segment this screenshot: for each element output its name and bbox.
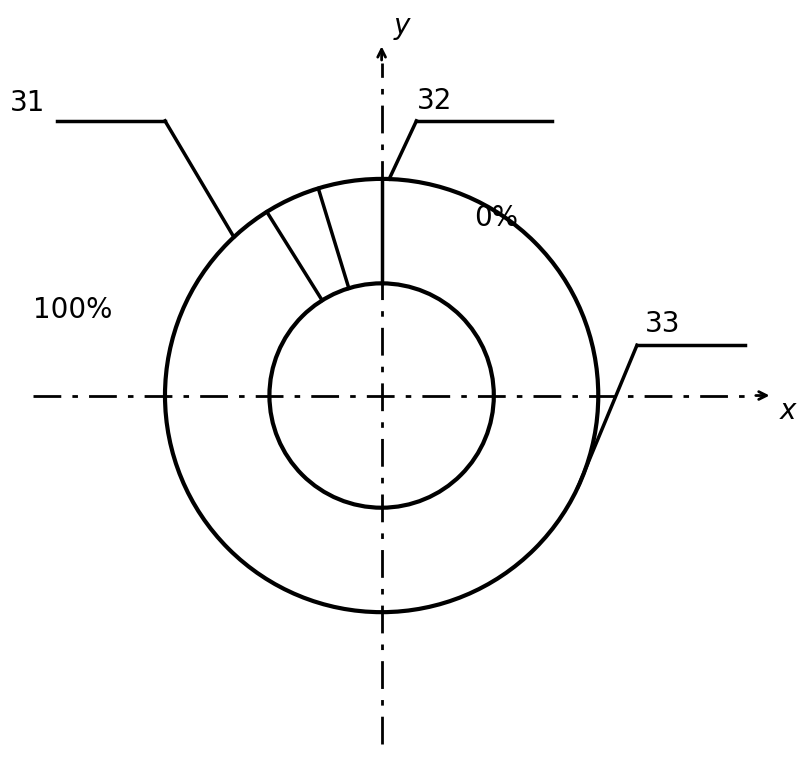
Text: x: x <box>780 397 797 425</box>
Text: 31: 31 <box>10 89 45 117</box>
Text: 33: 33 <box>645 309 680 337</box>
Text: 0%: 0% <box>474 204 518 232</box>
Text: y: y <box>394 12 410 40</box>
Text: 32: 32 <box>417 87 452 115</box>
Text: 100%: 100% <box>34 296 113 325</box>
